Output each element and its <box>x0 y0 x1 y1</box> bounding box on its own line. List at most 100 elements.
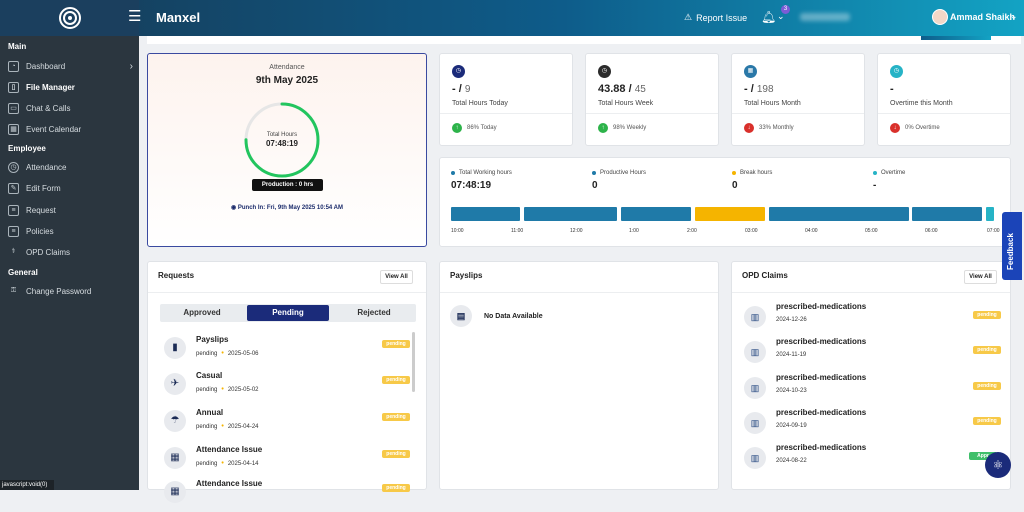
notification-bell-icon[interactable]: 🔔︎ <box>761 10 777 24</box>
attendance-card: Attendance 9th May 2025 Total Hours 07:4… <box>147 53 427 247</box>
request-item[interactable]: ✈ Casual pending • 2025-05-02 pending <box>164 368 419 404</box>
sidebar-item-opd-claims[interactable]: ⚕ OPD Claims <box>8 243 133 261</box>
feedback-button[interactable]: Feedback <box>1002 212 1022 280</box>
stat-label: Overtime this Month <box>890 100 953 107</box>
stat-value: 43.88 / 45 <box>598 83 646 95</box>
timeline-col-overtime: Overtime - <box>873 170 905 191</box>
claim-name: prescribed-medications <box>776 408 867 417</box>
claim-date: 2024-10-23 <box>776 388 807 394</box>
stat-trend-text: 0% Overtime <box>905 125 940 131</box>
chevron-right-icon: › <box>129 60 133 72</box>
document-icon: ≡ <box>8 204 19 216</box>
request-item[interactable]: ▦ Attendance Issue pending <box>164 476 419 512</box>
user-name[interactable]: Ammad Shaikh <box>950 12 1016 22</box>
fingerprint-icon: ◉ <box>230 205 238 211</box>
warning-icon: ⚠ <box>684 12 693 22</box>
report-issue-button[interactable]: ⚠ Report Issue <box>684 12 747 23</box>
sidebar-item-attendance[interactable]: ◷ Attendance <box>8 158 133 176</box>
request-meta: pending • 2025-04-14 <box>196 460 259 467</box>
app-title: Manxel <box>156 10 201 25</box>
sidebar-item-file-manager[interactable]: ▯ File Manager <box>8 78 133 96</box>
menu-toggle-icon[interactable]: ☰ <box>128 8 142 25</box>
timeline-tick-label: 12:00 <box>570 228 583 234</box>
timeline-segment-work <box>524 207 617 221</box>
divider <box>878 113 1010 114</box>
legend-dot <box>873 171 877 175</box>
sidebar-item-dashboard[interactable]: ◔ Dashboard › <box>8 57 133 75</box>
document-icon: ▤ <box>450 305 472 327</box>
timeline-label: Total Working hours <box>459 170 512 176</box>
opd-view-all-button[interactable]: View All <box>964 270 997 284</box>
stat-card-week: ◷ 43.88 / 45 Total Hours Week ↑ 98% Weekl… <box>585 53 719 146</box>
payslips-panel: Payslips ▤ No Data Available <box>439 261 719 490</box>
opd-claim-item[interactable]: ▥ prescribed-medications 2024-08-22 Appr <box>744 441 1006 475</box>
divider <box>148 292 426 293</box>
divider <box>732 292 1010 293</box>
timeline-col-productive: Productive Hours 0 <box>592 170 646 191</box>
hospital-icon: ▥ <box>744 306 766 328</box>
feedback-label: Feedback <box>1006 233 1015 270</box>
report-issue-label: Report Issue <box>696 12 748 23</box>
user-menu-chevron-icon[interactable]: ⌄ <box>1010 11 1018 21</box>
opd-claim-item[interactable]: ▥ prescribed-medications 2024-11-19 pend… <box>744 335 1006 369</box>
request-name: Attendance Issue <box>196 445 263 454</box>
stat-label: Total Hours Month <box>744 100 801 107</box>
beach-icon: ✈ <box>164 373 186 395</box>
opd-claim-item[interactable]: ▥ prescribed-medications 2024-12-26 pend… <box>744 300 1006 334</box>
stat-value: - <box>890 83 894 95</box>
sidebar-item-label: OPD Claims <box>26 247 71 257</box>
hospital-icon: ▥ <box>744 377 766 399</box>
tab-rejected[interactable]: Rejected <box>357 308 391 317</box>
sidebar-item-request[interactable]: ≡ Request <box>8 201 133 219</box>
request-meta: pending • 2025-05-06 <box>196 350 259 357</box>
opd-claim-item[interactable]: ▥ prescribed-medications 2024-10-23 pend… <box>744 371 1006 405</box>
calendar-icon: ▦ <box>8 123 19 135</box>
ring-label: Total Hours <box>267 132 297 138</box>
sidebar-item-label: File Manager <box>26 82 75 92</box>
assistant-fab-icon[interactable]: ⚛ <box>985 452 1011 478</box>
divider <box>440 113 572 114</box>
sidebar-item-change-password[interactable]: ⚿ Change Password <box>8 282 133 300</box>
request-name: Casual <box>196 371 223 380</box>
sidebar-item-chat-calls[interactable]: ▭ Chat & Calls <box>8 99 133 117</box>
request-item[interactable]: ▮ Payslips pending • 2025-05-06 pending <box>164 332 419 368</box>
timeline-value: 0 <box>732 180 738 191</box>
stat-card-overtime: ◷ - Overtime this Month ↓ 0% Overtime <box>877 53 1011 146</box>
opd-claim-item[interactable]: ▥ prescribed-medications 2024-09-19 pend… <box>744 406 1006 440</box>
calendar-icon: ▦ <box>164 447 186 469</box>
user-avatar[interactable] <box>932 9 948 25</box>
sidebar-item-edit-form[interactable]: ✎ Edit Form <box>8 179 133 197</box>
timeline-label: Break hours <box>740 170 773 176</box>
sidebar-item-policies[interactable]: ≡ Policies <box>8 222 133 240</box>
divider <box>732 113 864 114</box>
arrow-down-icon: ↓ <box>744 123 754 133</box>
request-item[interactable]: ▦ Attendance Issue pending • 2025-04-14 pe… <box>164 442 419 478</box>
tab-approved[interactable]: Approved <box>183 308 221 317</box>
timeline-label: Productive Hours <box>600 170 647 176</box>
scrollbar[interactable] <box>412 332 415 392</box>
production-badge: Production : 0 hrs <box>252 179 323 191</box>
stat-card-month: ▦ - / 198 Total Hours Month ↓ 33% Monthly <box>731 53 865 146</box>
working-hours-timeline-card: Total Working hours 07:48:19 Productive … <box>439 157 1011 247</box>
request-item[interactable]: ☂ Annual pending • 2025-04-24 pending <box>164 405 419 441</box>
stat-trend-text: 98% Weekly <box>613 125 647 131</box>
chevron-down-icon[interactable]: ⌄ <box>777 11 785 21</box>
stat-trend-text: 86% Today <box>467 125 497 131</box>
app-logo[interactable] <box>0 0 139 36</box>
timeline-col-total: Total Working hours 07:48:19 <box>451 170 512 191</box>
notification-count-badge: 3 <box>781 5 790 14</box>
stat-value: - / 9 <box>452 83 471 95</box>
punch-in-value: Punch In: Fri, 9th May 2025 10:54 AM <box>237 205 344 211</box>
calendar-icon: ▦ <box>744 65 757 78</box>
request-name: Annual <box>196 408 224 417</box>
requests-view-all-button[interactable]: View All <box>380 270 413 284</box>
timeline-segment-work <box>912 207 982 221</box>
edit-icon: ✎ <box>8 182 19 194</box>
legend-dot <box>592 171 596 175</box>
tab-pending[interactable]: Pending <box>247 305 329 321</box>
total-hours-ring: Total Hours 07:48:19 <box>244 102 320 178</box>
claim-name: prescribed-medications <box>776 302 867 311</box>
legend-dot <box>451 171 455 175</box>
claim-date: 2024-09-19 <box>776 423 807 429</box>
sidebar-item-event-calendar[interactable]: ▦ Event Calendar <box>8 120 133 138</box>
